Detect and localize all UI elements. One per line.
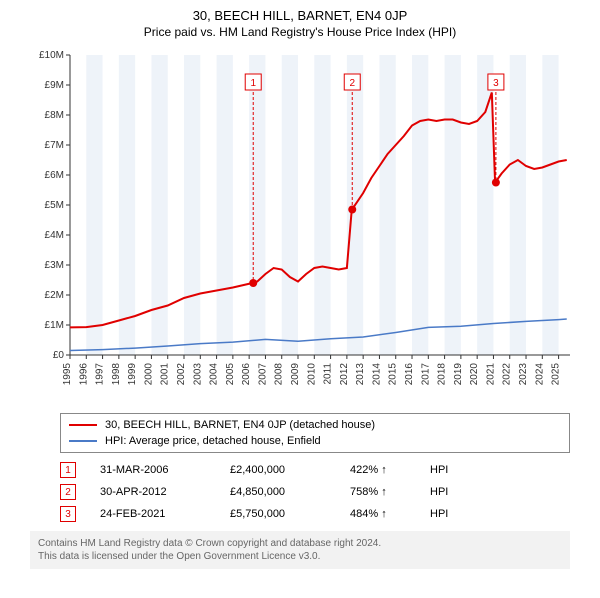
sales-percent: 484% ↑	[350, 508, 430, 520]
sales-marker-box: 3	[60, 506, 76, 522]
legend-label: HPI: Average price, detached house, Enfi…	[105, 435, 321, 447]
x-tick-label: 1998	[111, 363, 122, 386]
y-tick-label: £4M	[45, 230, 64, 241]
x-tick-label: 2017	[420, 363, 431, 386]
year-band	[314, 55, 330, 355]
x-tick-label: 2004	[209, 363, 220, 386]
x-tick-label: 2007	[257, 363, 268, 386]
footer-line-2: This data is licensed under the Open Gov…	[38, 550, 562, 563]
x-tick-label: 2025	[551, 363, 562, 386]
sales-hpi-label: HPI	[430, 464, 448, 476]
year-band	[282, 55, 298, 355]
sales-price: £4,850,000	[230, 486, 350, 498]
x-tick-label: 2014	[371, 363, 382, 386]
legend-item: HPI: Average price, detached house, Enfi…	[69, 433, 561, 449]
year-band	[249, 55, 265, 355]
x-tick-label: 2019	[453, 363, 464, 386]
x-tick-label: 2003	[192, 363, 203, 386]
x-tick-label: 1995	[62, 363, 73, 386]
x-tick-label: 2016	[404, 363, 415, 386]
x-tick-label: 1999	[127, 363, 138, 386]
year-band	[119, 55, 135, 355]
year-band	[542, 55, 558, 355]
sales-row: 2 30-APR-2012£4,850,000758% ↑HPI	[60, 481, 570, 503]
line-chart: £0 £1M £2M £3M £4M £5M £6M £7M £8M £9M £10M 1995 199…	[20, 45, 580, 405]
sales-hpi-label: HPI	[430, 508, 448, 520]
page-title: 30, BEECH HILL, BARNET, EN4 0JP	[0, 8, 600, 23]
year-band	[379, 55, 395, 355]
x-tick-label: 2013	[355, 363, 366, 386]
legend-swatch	[69, 440, 97, 442]
x-tick-label: 1997	[95, 363, 106, 386]
y-tick-label: £2M	[45, 290, 64, 301]
y-tick-label: £1M	[45, 320, 64, 331]
x-tick-label: 2024	[534, 363, 545, 386]
sales-date: 24-FEB-2021	[100, 508, 230, 520]
sale-marker-number: 3	[493, 78, 499, 89]
chart-area: £0 £1M £2M £3M £4M £5M £6M £7M £8M £9M £10M 1995 199…	[20, 45, 580, 405]
sales-table: 131-MAR-2006£2,400,000422% ↑HPI230-APR-2…	[60, 459, 570, 525]
x-tick-label: 2001	[160, 363, 171, 386]
year-band	[86, 55, 102, 355]
sales-percent: 758% ↑	[350, 486, 430, 498]
x-tick-label: 2008	[274, 363, 285, 386]
x-tick-label: 2020	[469, 363, 480, 386]
chart-container: 30, BEECH HILL, BARNET, EN4 0JP Price pa…	[0, 8, 600, 598]
footer-attribution: Contains HM Land Registry data © Crown c…	[30, 531, 570, 569]
year-band	[412, 55, 428, 355]
sales-date: 30-APR-2012	[100, 486, 230, 498]
x-tick-label: 2000	[143, 363, 154, 386]
sales-row: 3 24-FEB-2021£5,750,000484% ↑HPI	[60, 503, 570, 525]
sale-marker-number: 2	[349, 78, 355, 89]
sale-marker-number: 1	[250, 78, 256, 89]
year-band	[445, 55, 461, 355]
legend-swatch	[69, 424, 97, 426]
y-tick-label: £0	[53, 350, 65, 361]
x-tick-label: 2010	[306, 363, 317, 386]
sales-date: 31-MAR-2006	[100, 464, 230, 476]
y-tick-label: £7M	[45, 140, 64, 151]
sales-price: £5,750,000	[230, 508, 350, 520]
x-tick-label: 2012	[339, 363, 350, 386]
legend-item: 30, BEECH HILL, BARNET, EN4 0JP (detache…	[69, 417, 561, 433]
sales-percent: 422% ↑	[350, 464, 430, 476]
sales-row: 1 31-MAR-2006£2,400,000422% ↑HPI	[60, 459, 570, 481]
x-tick-label: 2023	[518, 363, 529, 386]
x-tick-label: 2011	[323, 363, 334, 385]
x-tick-label: 2006	[241, 363, 252, 386]
year-band	[217, 55, 233, 355]
year-band	[510, 55, 526, 355]
x-tick-label: 1996	[78, 363, 89, 386]
y-tick-label: £3M	[45, 260, 64, 271]
x-tick-label: 2009	[290, 363, 301, 386]
sales-marker-box: 2	[60, 484, 76, 500]
x-tick-label: 2002	[176, 363, 187, 386]
x-tick-label: 2022	[502, 363, 513, 386]
sales-hpi-label: HPI	[430, 486, 448, 498]
y-tick-label: £9M	[45, 80, 64, 91]
x-tick-label: 2015	[388, 363, 399, 386]
y-tick-label: £10M	[39, 50, 64, 61]
year-band	[184, 55, 200, 355]
footer-line-1: Contains HM Land Registry data © Crown c…	[38, 537, 562, 550]
x-tick-label: 2018	[437, 363, 448, 386]
y-tick-label: £5M	[45, 200, 64, 211]
x-tick-label: 2021	[485, 363, 496, 386]
sales-price: £2,400,000	[230, 464, 350, 476]
legend-label: 30, BEECH HILL, BARNET, EN4 0JP (detache…	[105, 419, 375, 431]
legend: 30, BEECH HILL, BARNET, EN4 0JP (detache…	[60, 413, 570, 453]
x-tick-label: 2005	[225, 363, 236, 386]
sales-marker-box: 1	[60, 462, 76, 478]
year-band	[477, 55, 493, 355]
y-tick-label: £8M	[45, 110, 64, 121]
page-subtitle: Price paid vs. HM Land Registry's House …	[0, 25, 600, 39]
y-tick-label: £6M	[45, 170, 64, 181]
